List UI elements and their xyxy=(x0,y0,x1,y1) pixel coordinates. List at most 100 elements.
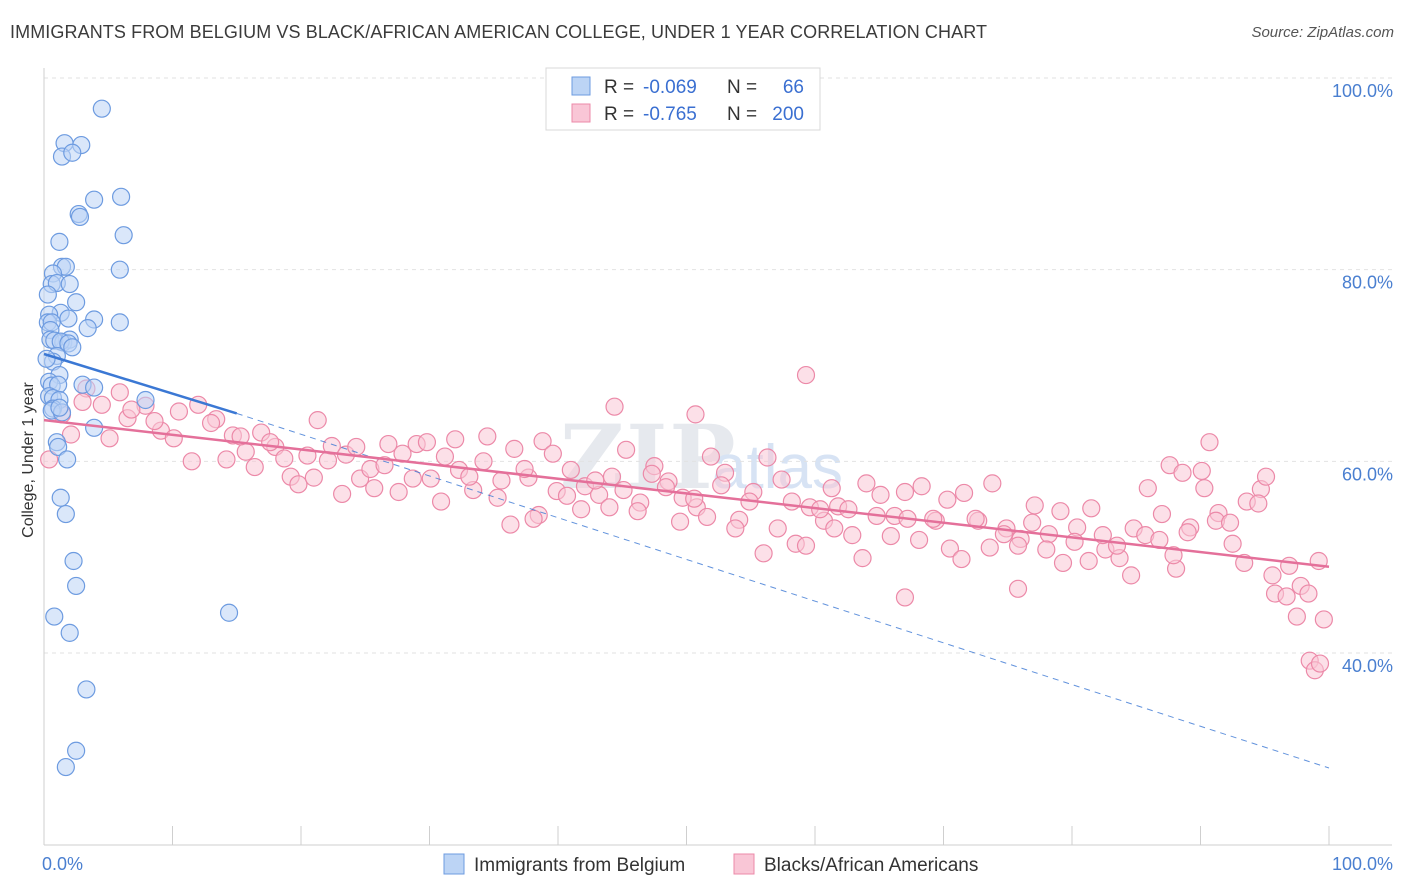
black-point-112 xyxy=(417,433,437,452)
black-point-123 xyxy=(572,500,591,519)
black-point-92 xyxy=(100,429,119,448)
black-point-102 xyxy=(275,449,294,468)
black-point-114 xyxy=(446,430,465,449)
black-point-117 xyxy=(488,488,507,507)
black-point-115 xyxy=(460,467,479,486)
black-point-129 xyxy=(656,478,676,497)
black-point-63 xyxy=(954,483,974,503)
black-point-94 xyxy=(145,411,164,431)
legend-n-value-2: 200 xyxy=(772,104,804,125)
bottom-legend-swatch-blue xyxy=(443,853,465,875)
black-point-134 xyxy=(726,519,745,538)
belgium-point-65 xyxy=(67,741,86,760)
belgium-point-25 xyxy=(110,313,129,332)
black-point-91 xyxy=(73,392,92,412)
belgium-point-18 xyxy=(67,293,86,312)
black-point-152 xyxy=(980,538,999,557)
legend-swatch-pink xyxy=(571,103,591,123)
black-point-121 xyxy=(543,444,562,463)
black-point-130 xyxy=(670,512,690,531)
belgium-point-5 xyxy=(85,190,104,209)
black-point-72 xyxy=(1082,499,1101,518)
black-trend-line xyxy=(43,418,1330,568)
black-point-116 xyxy=(474,452,493,471)
black-point-17 xyxy=(308,411,327,430)
belgium-point-10 xyxy=(50,232,69,251)
bottom-legend-label-blue: Immigrants from Belgium xyxy=(474,855,685,876)
black-point-8 xyxy=(169,402,189,421)
legend-r-value-2: -0.765 xyxy=(643,104,697,125)
belgium-point-58 xyxy=(56,504,75,524)
black-point-86 xyxy=(1280,556,1299,575)
belgium-point-48 xyxy=(136,390,155,410)
belgium-point-63 xyxy=(60,623,79,642)
black-point-96 xyxy=(182,452,201,471)
belgium-point-53 xyxy=(85,418,104,437)
black-point-90 xyxy=(61,425,81,444)
belgium-point-44 xyxy=(85,378,104,397)
black-point-31 xyxy=(505,439,524,458)
belgium-point-19 xyxy=(38,285,57,304)
black-point-56 xyxy=(857,474,876,493)
legend-r-value-1: -0.069 xyxy=(643,77,697,98)
x-tick-label-left: 0.0% xyxy=(42,854,83,874)
black-point-146 xyxy=(895,482,915,502)
black-point-109 xyxy=(375,456,394,475)
black-point-181 xyxy=(822,479,841,498)
belgium-point-57 xyxy=(51,488,70,507)
black-point-104 xyxy=(304,468,323,487)
y-tick-label-100: 100.0% xyxy=(1332,81,1393,101)
belgium-point-4 xyxy=(63,143,82,162)
black-point-154 xyxy=(1008,536,1028,555)
bottom-legend-swatch-pink xyxy=(733,853,755,875)
black-point-68 xyxy=(1025,496,1044,515)
black-point-182 xyxy=(895,588,915,607)
black-point-143 xyxy=(853,549,872,568)
black-point-186 xyxy=(1299,584,1318,603)
black-point-188 xyxy=(1256,467,1276,486)
black-point-169 xyxy=(1220,513,1240,532)
y-tick-label-40: 40.0% xyxy=(1342,656,1393,676)
y-tick-label-80: 80.0% xyxy=(1342,273,1393,293)
belgium-point-64 xyxy=(77,680,96,699)
belgium-point-0 xyxy=(92,99,111,118)
belgium-point-38 xyxy=(37,349,56,368)
source-label: Source: ZipAtlas.com xyxy=(1251,24,1394,41)
legend-r-label-2: R = xyxy=(604,104,634,125)
belgium-point-17 xyxy=(60,274,79,294)
black-point-100 xyxy=(245,457,264,477)
black-point-62 xyxy=(940,539,960,558)
black-point-50 xyxy=(772,470,791,489)
belgium-point-23 xyxy=(59,309,78,328)
black-point-183 xyxy=(1008,579,1028,598)
black-point-185 xyxy=(1173,463,1192,482)
black-point-45 xyxy=(701,447,721,466)
black-point-30 xyxy=(492,471,511,490)
black-point-33 xyxy=(533,432,552,451)
belgium-point-66 xyxy=(56,757,75,777)
black-point-180 xyxy=(686,405,705,424)
black-point-3 xyxy=(92,395,111,414)
black-point-171 xyxy=(1249,494,1268,513)
trend-lines xyxy=(43,352,1330,769)
black-point-155 xyxy=(1023,513,1042,532)
belgium-trend-line xyxy=(43,352,238,415)
black-point-156 xyxy=(1037,540,1056,559)
belgium-point-60 xyxy=(67,576,86,596)
black-point-132 xyxy=(697,507,717,527)
belgium-point-9 xyxy=(114,226,133,245)
bottom-legend: Immigrants from Belgium Blacks/African A… xyxy=(443,853,978,876)
x-ticks xyxy=(172,826,1330,845)
black-point-187 xyxy=(1200,433,1219,452)
black-point-173 xyxy=(1277,587,1296,606)
black-point-177 xyxy=(524,509,543,528)
black-point-21 xyxy=(365,479,384,498)
black-point-133 xyxy=(712,476,731,495)
black-point-161 xyxy=(1107,536,1127,555)
belgium-point-13 xyxy=(110,260,129,279)
black-point-162 xyxy=(1122,566,1141,585)
black-point-127 xyxy=(628,502,647,521)
black-point-141 xyxy=(825,519,844,538)
y-tick-labels: 40.0% 60.0% 80.0% 100.0% xyxy=(1332,81,1393,676)
